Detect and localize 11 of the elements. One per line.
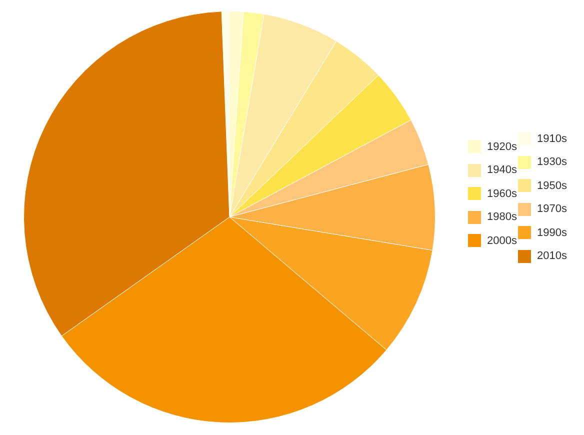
legend-label: 1990s (537, 226, 567, 238)
legend-label: 1950s (537, 180, 567, 192)
legend-label: 1970s (537, 203, 567, 215)
legend-label: 1920s (487, 140, 517, 152)
legend-label: 2010s (537, 250, 567, 262)
legend-label: 1940s (487, 164, 517, 176)
legend-label: 1910s (537, 132, 567, 144)
legend-label: 1980s (487, 211, 517, 223)
legend-label: 1930s (537, 156, 567, 168)
legend-label: 1960s (487, 188, 517, 200)
legend-label: 2000s (487, 234, 517, 246)
